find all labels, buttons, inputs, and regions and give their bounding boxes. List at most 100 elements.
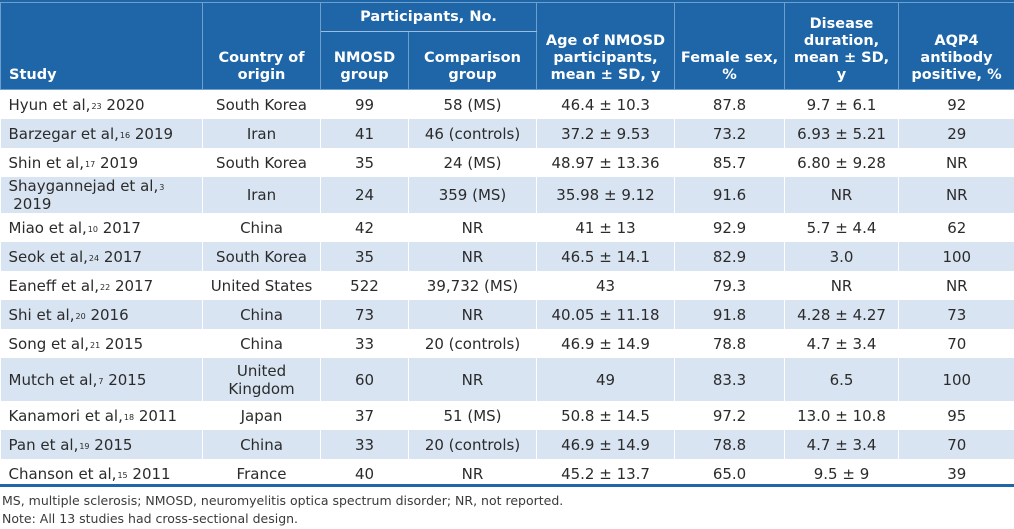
aqp4-cell: 70: [898, 329, 1014, 358]
female-cell: 82.9: [674, 242, 785, 271]
study-cell: Miao et al,10 2017: [0, 213, 203, 242]
table-row: Seok et al,24 2017 South Korea 35 NR 46.5 ± …: [0, 242, 1014, 271]
table-row: Eaneff et al,22 2017 United States 522 39,7…: [0, 271, 1014, 300]
nmosd-cell: 42: [320, 213, 409, 242]
aqp4-cell: 70: [898, 430, 1014, 459]
study-author: Kanamori et al,: [8, 406, 123, 425]
age-cell: 49: [536, 358, 675, 401]
female-cell: 73.2: [674, 119, 785, 148]
reference-number: 20: [75, 311, 86, 321]
study-cell: Pan et al,19 2015: [0, 430, 203, 459]
aqp4-cell: NR: [898, 271, 1014, 300]
nmosd-cell: 41: [320, 119, 409, 148]
age-cell: 43: [536, 271, 675, 300]
reference-number: 21: [90, 340, 101, 350]
study-cell: Shin et al,17 2019: [0, 148, 203, 177]
study-year: 2015: [100, 334, 144, 353]
header-disease-duration: Disease duration, mean ± SD, y: [784, 2, 900, 90]
study-cell: Barzegar et al,16 2019: [0, 119, 203, 148]
age-cell: 46.9 ± 14.9: [536, 430, 675, 459]
comparison-cell: NR: [407, 242, 537, 271]
header-participants: Participants, No.: [319, 2, 538, 32]
age-cell: 40.05 ± 11.18: [536, 300, 675, 329]
age-cell: 46.4 ± 10.3: [536, 89, 675, 119]
studies-table: Study Country of origin Participants, No…: [0, 2, 1014, 488]
nmosd-cell: 33: [320, 430, 409, 459]
table-row: Chanson et al,15 2011 France 40 NR 45.2 ± 13…: [0, 459, 1014, 488]
study-cell: Kanamori et al,18 2011: [0, 401, 203, 430]
duration-cell: NR: [784, 177, 899, 213]
duration-cell: 6.80 ± 9.28: [784, 148, 899, 177]
female-cell: 78.8: [674, 329, 785, 358]
study-year: 2015: [89, 435, 133, 454]
comparison-cell: 20 (controls): [407, 430, 537, 459]
aqp4-cell: 73: [898, 300, 1014, 329]
country-cell: China: [202, 300, 321, 329]
header-country: Country of origin: [202, 2, 321, 90]
age-cell: 46.5 ± 14.1: [536, 242, 675, 271]
reference-number: 17: [84, 159, 96, 169]
duration-cell: 4.7 ± 3.4: [784, 430, 899, 459]
table-row: Kanamori et al,18 2011 Japan 37 51 (MS) 50.8…: [0, 401, 1014, 430]
country-cell: South Korea: [202, 89, 321, 119]
table-header: Study Country of origin Participants, No…: [0, 2, 1014, 90]
table-row: Mutch et al,7 2015 United Kingdom 60 NR 49 83…: [0, 358, 1014, 401]
study-year: 2019: [130, 124, 174, 143]
study-year: 2017: [110, 276, 154, 295]
study-author: Pan et al,: [8, 435, 79, 454]
country-cell: Japan: [202, 401, 321, 430]
age-cell: 46.9 ± 14.9: [536, 329, 675, 358]
reference-number: 15: [117, 470, 128, 480]
female-cell: 79.3: [674, 271, 785, 300]
study-cell: Eaneff et al,22 2017: [0, 271, 203, 300]
nmosd-cell: 522: [320, 271, 409, 300]
comparison-cell: NR: [407, 213, 537, 242]
nmosd-cell: 35: [320, 148, 409, 177]
study-author: Song et al,: [8, 334, 90, 353]
table-row: Hyun et al,23 2020 South Korea 99 58 (MS) 46…: [0, 89, 1014, 119]
country-cell: Iran: [202, 119, 321, 148]
nmosd-cell: 99: [320, 89, 409, 119]
table-row: Shi et al,20 2016 China 73 NR 40.05 ± 11.18 9…: [0, 300, 1014, 329]
table-row: Miao et al,10 2017 China 42 NR 41 ± 13 92.9 5.…: [0, 213, 1014, 242]
table-row: Pan et al,19 2015 China 33 20 (controls) 46.…: [0, 430, 1014, 459]
duration-cell: 6.93 ± 5.21: [784, 119, 899, 148]
aqp4-cell: 100: [898, 358, 1014, 401]
nmosd-cell: 35: [320, 242, 409, 271]
duration-cell: 4.7 ± 3.4: [784, 329, 899, 358]
female-cell: 91.6: [674, 177, 785, 213]
nmosd-cell: 73: [320, 300, 409, 329]
age-cell: 37.2 ± 9.53: [536, 119, 675, 148]
table-row: Shin et al,17 2019 South Korea 35 24 (MS) 48…: [0, 148, 1014, 177]
header-aqp4: AQP4 antibody positive, %: [898, 2, 1014, 90]
female-cell: 83.3: [674, 358, 785, 401]
aqp4-cell: 62: [898, 213, 1014, 242]
country-cell: France: [202, 459, 321, 488]
reference-number: 18: [123, 412, 135, 422]
country-cell: China: [202, 329, 321, 358]
comparison-cell: NR: [407, 459, 537, 488]
female-cell: 92.9: [674, 213, 785, 242]
study-author: Shi et al,: [8, 305, 75, 324]
abbreviations-footnote: MS, multiple sclerosis; NMOSD, neuromyel…: [2, 493, 564, 508]
country-cell: United Kingdom: [202, 358, 321, 401]
study-year: 2011: [134, 406, 178, 425]
reference-number: 23: [91, 101, 102, 111]
comparison-cell: 51 (MS): [407, 401, 537, 430]
study-cell: Song et al,21 2015: [0, 329, 203, 358]
design-note: Note: All 13 studies had cross-sectional…: [2, 511, 299, 526]
study-author: Shin et al,: [8, 153, 84, 172]
duration-cell: 4.28 ± 4.27: [784, 300, 899, 329]
country-cell: China: [202, 213, 321, 242]
study-cell: Hyun et al,23 2020: [0, 89, 203, 119]
table-body: Hyun et al,23 2020 South Korea 99 58 (MS) 46…: [0, 89, 1014, 488]
nmosd-cell: 37: [320, 401, 409, 430]
study-author: Seok et al,: [8, 247, 88, 266]
study-author: Barzegar et al,: [8, 124, 119, 143]
study-cell: Shi et al,20 2016: [0, 300, 203, 329]
header-nmosd-group: NMOSD group: [320, 31, 409, 90]
comparison-cell: 24 (MS): [407, 148, 537, 177]
female-cell: 87.8: [674, 89, 785, 119]
nmosd-cell: 60: [320, 358, 409, 401]
nmosd-cell: 24: [320, 177, 409, 213]
